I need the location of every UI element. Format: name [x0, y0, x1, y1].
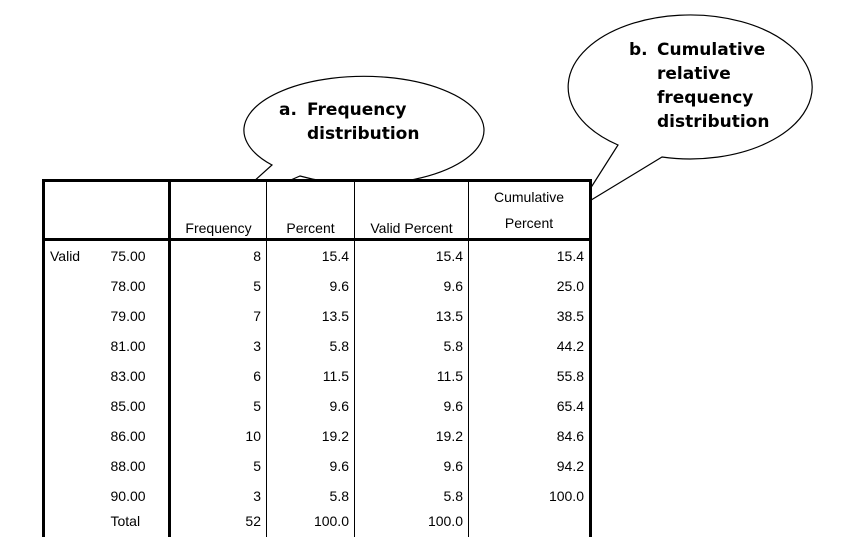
callout-b-line: distribution [657, 112, 770, 132]
frequency-cell: 8 [168, 239, 267, 271]
header-cumulative-percent: Cumulative Percent [468, 179, 592, 241]
valid-percent-cell: 15.4 [354, 239, 469, 271]
percent-cell: 5.8 [266, 481, 355, 511]
table-row-total: Total 52 100.0 100.0 [42, 511, 592, 537]
total-label: Total [110, 513, 141, 529]
table-row: 88.00 5 9.6 9.6 94.2 [42, 451, 592, 481]
table-row: Valid 75.00 8 15.4 15.4 15.4 [42, 239, 592, 271]
cumulative-percent-cell: 100.0 [468, 481, 592, 511]
frequency-cell: 5 [168, 391, 267, 421]
callout-a-label: a. Frequency distribution [279, 98, 419, 146]
frequency-cell: 10 [168, 421, 267, 451]
table-header-row: Frequency Percent Valid Percent Cumulati… [42, 179, 592, 241]
value-cell: 81.00 [110, 338, 146, 354]
callout-b-bubble [567, 14, 813, 209]
table-row: 90.00 3 5.8 5.8 100.0 [42, 481, 592, 511]
percent-cell: 9.6 [266, 271, 355, 301]
cumulative-percent-cell: 25.0 [468, 271, 592, 301]
group-label-empty [42, 421, 106, 451]
table-row: 85.00 5 9.6 9.6 65.4 [42, 391, 592, 421]
header-cumulative-line2: Percent [504, 215, 554, 231]
cumulative-percent-cell: 15.4 [468, 239, 592, 271]
group-label-empty [42, 511, 106, 537]
cumulative-percent-cell: 84.6 [468, 421, 592, 451]
cumulative-percent-cell: 55.8 [468, 361, 592, 391]
table-row: 81.00 3 5.8 5.8 44.2 [42, 331, 592, 361]
group-label-empty [42, 361, 106, 391]
valid-percent-cell: 19.2 [354, 421, 469, 451]
frequency-cell: 3 [168, 481, 267, 511]
value-cell: 86.00 [110, 428, 146, 444]
valid-percent-cell: 9.6 [354, 451, 469, 481]
total-percent: 100.0 [266, 511, 355, 537]
value-cell: 78.00 [110, 278, 146, 294]
header-empty-cell [105, 179, 170, 241]
cumulative-percent-cell: 94.2 [468, 451, 592, 481]
table-row: 86.00 10 19.2 19.2 84.6 [42, 421, 592, 451]
value-cell: 79.00 [110, 308, 146, 324]
callout-b-label: b. Cumulative relative frequency distrib… [629, 38, 769, 134]
total-frequency: 52 [168, 511, 267, 537]
valid-percent-cell: 11.5 [354, 361, 469, 391]
valid-percent-cell: 5.8 [354, 331, 469, 361]
percent-cell: 11.5 [266, 361, 355, 391]
callout-b-line: frequency [657, 88, 754, 108]
frequency-table: Frequency Percent Valid Percent Cumulati… [42, 179, 592, 537]
cumulative-percent-cell: 44.2 [468, 331, 592, 361]
callout-b-line: relative [657, 64, 731, 84]
total-cumulative-percent [468, 511, 592, 537]
callout-b-line: Cumulative [657, 40, 766, 60]
header-percent: Percent [266, 179, 355, 241]
valid-percent-cell: 9.6 [354, 391, 469, 421]
frequency-cell: 5 [168, 451, 267, 481]
table-row: 79.00 7 13.5 13.5 38.5 [42, 301, 592, 331]
total-valid-percent: 100.0 [354, 511, 469, 537]
group-label-empty [42, 481, 106, 511]
cumulative-percent-cell: 38.5 [468, 301, 592, 331]
group-label-empty [42, 391, 106, 421]
group-label-empty [42, 301, 106, 331]
group-label-empty [42, 271, 106, 301]
callout-a-line: Frequency [307, 100, 407, 120]
frequency-cell: 7 [168, 301, 267, 331]
value-cell: 75.00 [110, 248, 146, 264]
group-label-empty [42, 451, 106, 481]
value-cell: 85.00 [110, 398, 146, 414]
header-valid-percent: Valid Percent [354, 179, 469, 241]
percent-cell: 9.6 [266, 391, 355, 421]
percent-cell: 13.5 [266, 301, 355, 331]
callout-a-letter: a. [279, 100, 297, 120]
callout-b-letter: b. [629, 40, 648, 60]
callout-a-line: distribution [307, 124, 420, 144]
frequency-cell: 6 [168, 361, 267, 391]
header-empty-cell [42, 179, 106, 241]
group-label-empty [42, 331, 106, 361]
valid-percent-cell: 9.6 [354, 271, 469, 301]
value-cell: 88.00 [110, 458, 146, 474]
value-cell: 83.00 [110, 368, 146, 384]
value-cell: 90.00 [110, 488, 146, 504]
frequency-cell: 3 [168, 331, 267, 361]
percent-cell: 19.2 [266, 421, 355, 451]
frequency-cell: 5 [168, 271, 267, 301]
cumulative-percent-cell: 65.4 [468, 391, 592, 421]
header-cumulative-line1: Cumulative [493, 189, 565, 205]
table-row: 78.00 5 9.6 9.6 25.0 [42, 271, 592, 301]
percent-cell: 9.6 [266, 451, 355, 481]
table-row: 83.00 6 11.5 11.5 55.8 [42, 361, 592, 391]
percent-cell: 5.8 [266, 331, 355, 361]
valid-percent-cell: 5.8 [354, 481, 469, 511]
percent-cell: 15.4 [266, 239, 355, 271]
group-label: Valid [42, 239, 106, 271]
header-frequency: Frequency [168, 179, 267, 241]
valid-percent-cell: 13.5 [354, 301, 469, 331]
